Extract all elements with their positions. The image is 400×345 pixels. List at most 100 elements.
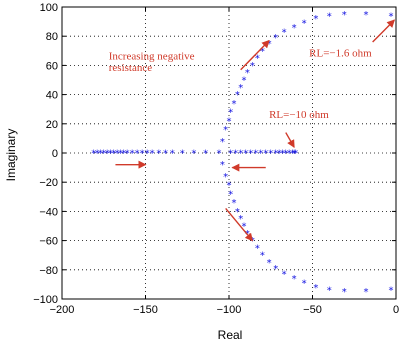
data-point: * bbox=[282, 270, 287, 281]
data-point: * bbox=[235, 90, 240, 101]
data-point: * bbox=[267, 258, 272, 269]
data-point: * bbox=[233, 149, 238, 160]
data-point: * bbox=[156, 149, 161, 160]
y-tick-label: −40 bbox=[39, 206, 58, 218]
data-point: * bbox=[223, 125, 228, 136]
x-tick-label: −150 bbox=[133, 304, 158, 316]
annotation-arrow bbox=[240, 39, 270, 71]
data-point: * bbox=[228, 108, 233, 119]
y-tick-label: 60 bbox=[46, 60, 58, 72]
data-point: * bbox=[238, 83, 243, 94]
data-point: * bbox=[163, 149, 168, 160]
data-point: * bbox=[268, 149, 273, 160]
data-point: * bbox=[140, 149, 145, 160]
data-point: * bbox=[258, 149, 263, 160]
data-point: * bbox=[150, 149, 155, 160]
data-point: * bbox=[223, 172, 228, 183]
y-tick-label: −80 bbox=[39, 265, 58, 277]
x-tick-label: −200 bbox=[50, 304, 75, 316]
data-point: * bbox=[242, 76, 247, 87]
y-tick-label: 40 bbox=[46, 90, 58, 102]
data-point: * bbox=[260, 46, 265, 57]
data-point: * bbox=[250, 61, 255, 72]
annotation-arrow bbox=[285, 132, 295, 149]
data-point: * bbox=[228, 189, 233, 200]
y-tick-label: 100 bbox=[40, 2, 58, 14]
data-point: * bbox=[273, 149, 278, 160]
y-tick-label: 0 bbox=[52, 148, 58, 160]
data-point: * bbox=[292, 149, 297, 160]
data-point: * bbox=[238, 214, 243, 225]
data-point: * bbox=[250, 236, 255, 247]
data-point: * bbox=[108, 149, 113, 160]
y-tick-label: −20 bbox=[39, 177, 58, 189]
data-point: * bbox=[342, 287, 347, 298]
y-axis-label: Imaginary bbox=[4, 129, 18, 182]
data-point: * bbox=[280, 149, 285, 160]
data-point: * bbox=[263, 149, 268, 160]
data-point: * bbox=[363, 10, 368, 21]
data-point: * bbox=[91, 149, 96, 160]
annotation-text: RL=−1.6 ohm bbox=[309, 48, 372, 60]
annotation-arrows bbox=[115, 19, 396, 242]
data-point: * bbox=[273, 33, 278, 44]
data-point: * bbox=[232, 198, 237, 209]
data-point: * bbox=[313, 283, 318, 294]
grid bbox=[62, 7, 396, 299]
y-tick-label: 20 bbox=[46, 119, 58, 131]
data-point: * bbox=[273, 264, 278, 275]
data-point: * bbox=[255, 54, 260, 65]
data-point: * bbox=[101, 149, 106, 160]
data-point: * bbox=[121, 149, 126, 160]
data-point: * bbox=[220, 160, 225, 171]
plot-frame bbox=[61, 6, 397, 300]
x-tick-label: 0 bbox=[393, 304, 399, 316]
data-point: * bbox=[283, 149, 288, 160]
data-point: * bbox=[191, 149, 196, 160]
data-point: * bbox=[220, 137, 225, 148]
data-point: * bbox=[145, 149, 150, 160]
y-tick-label: −60 bbox=[39, 236, 58, 248]
data-point: * bbox=[228, 149, 233, 160]
y-tick-label: −100 bbox=[33, 294, 58, 306]
data-point: * bbox=[203, 149, 208, 160]
data-point: * bbox=[363, 287, 368, 298]
data-point: * bbox=[118, 149, 123, 160]
data-point: * bbox=[243, 149, 248, 160]
data-point: * bbox=[248, 149, 253, 160]
annotation-arrow bbox=[372, 19, 396, 43]
data-point: * bbox=[245, 68, 250, 79]
data-point: * bbox=[130, 149, 135, 160]
data-point: * bbox=[105, 149, 110, 160]
data-point: * bbox=[302, 19, 307, 30]
data-point: * bbox=[302, 278, 307, 289]
data-point: * bbox=[342, 10, 347, 21]
x-tick-label: −50 bbox=[303, 304, 322, 316]
data-point: * bbox=[125, 149, 130, 160]
annotation-text: resistance bbox=[109, 62, 152, 74]
y-tick-label: 80 bbox=[46, 31, 58, 43]
data-point: * bbox=[388, 11, 393, 22]
data-point: * bbox=[287, 149, 292, 160]
ticks: −200 −150 −100 −50 0−100−80−60−40−2002040608… bbox=[33, 2, 399, 316]
data-point: * bbox=[292, 274, 297, 285]
data-point: * bbox=[232, 99, 237, 110]
data-point: * bbox=[260, 251, 265, 262]
data-point: * bbox=[227, 116, 232, 127]
data-point: * bbox=[282, 27, 287, 38]
data-point: * bbox=[238, 149, 243, 160]
data-point: * bbox=[290, 149, 295, 160]
x-axis-label: Real bbox=[218, 328, 243, 342]
x-tick-label: −100 bbox=[217, 304, 242, 316]
annotation-text: RL=−10 ohm bbox=[269, 109, 329, 121]
data-point: * bbox=[327, 286, 332, 297]
data-point: * bbox=[98, 149, 103, 160]
data-point: * bbox=[255, 243, 260, 254]
data-point: * bbox=[292, 23, 297, 34]
data-point: * bbox=[388, 286, 393, 297]
data-point: * bbox=[253, 149, 258, 160]
data-point: * bbox=[170, 149, 175, 160]
data-point: * bbox=[277, 149, 282, 160]
